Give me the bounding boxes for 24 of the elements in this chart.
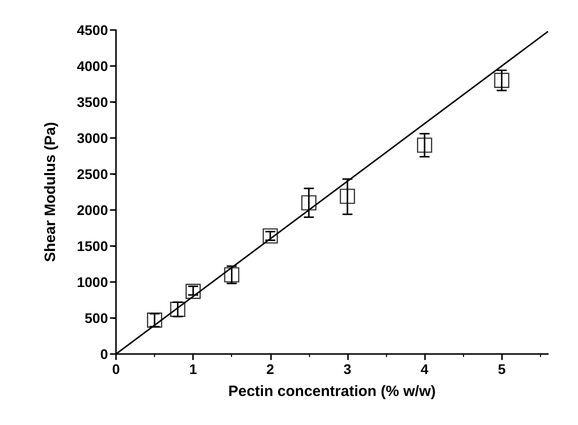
y-tick-label: 2500 [76,166,108,182]
y-tick-label: 4500 [76,22,108,38]
x-tick-label: 3 [344,361,352,377]
point [301,195,316,210]
y-tick-label: 1500 [76,238,108,254]
y-tick-label: 4000 [76,58,108,74]
point [416,138,432,153]
y-tick-label: 0 [100,346,108,362]
x-tick-label: 4 [420,361,429,377]
point [262,228,278,244]
x-tick-label: 0 [112,361,120,377]
y-tick-label: 3500 [76,94,108,110]
x-tick-label: 2 [266,361,274,377]
point [340,188,356,204]
point [186,284,201,299]
x-axis-title: Pectin concentration (% w/w) [228,383,436,400]
y-tick-label: 1000 [76,274,108,290]
y-axis-title: Shear Modulus (Pa) [42,122,59,262]
x-tick-label: 1 [189,361,198,377]
y-tick-label: 2000 [76,202,108,218]
x-tick-label: 5 [498,361,506,377]
point [494,72,510,88]
y-tick-label: 3000 [76,130,108,146]
y-tick-label: 500 [84,310,108,326]
